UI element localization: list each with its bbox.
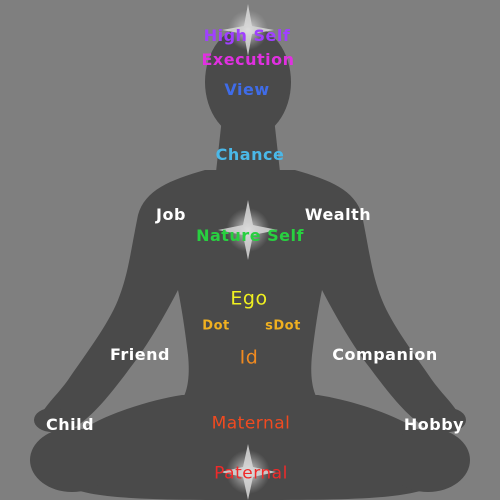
label-job: Job: [156, 205, 186, 224]
label-execution: Execution: [201, 50, 295, 69]
label-paternal: Paternal: [214, 463, 288, 484]
left-hand: [34, 408, 70, 432]
label-high-self: High Self: [203, 26, 291, 45]
star-glow-icon: [218, 200, 278, 260]
torso-and-arms: [40, 170, 460, 433]
label-dot: Dot: [202, 318, 230, 334]
label-hobby: Hobby: [403, 415, 465, 434]
label-child: Child: [45, 415, 95, 434]
label-friend: Friend: [110, 345, 170, 364]
label-maternal: Maternal: [211, 413, 291, 434]
label-ego: Ego: [230, 287, 268, 310]
left-knee: [30, 428, 114, 492]
star-glow-icon: [220, 444, 276, 500]
crossed-legs: [56, 395, 444, 500]
label-view: View: [224, 80, 270, 99]
head: [205, 26, 291, 138]
right-hand: [430, 408, 466, 432]
label-id: Id: [239, 346, 259, 369]
star-glow-icon: [222, 4, 274, 56]
label-chance: Chance: [215, 145, 285, 164]
right-knee: [386, 428, 470, 492]
silhouette: [30, 26, 470, 500]
neck: [216, 118, 280, 172]
label-sdot: sDot: [265, 318, 301, 334]
label-nature-self: Nature Self: [196, 226, 304, 245]
label-companion: Companion: [332, 345, 438, 364]
label-wealth: Wealth: [304, 205, 372, 224]
